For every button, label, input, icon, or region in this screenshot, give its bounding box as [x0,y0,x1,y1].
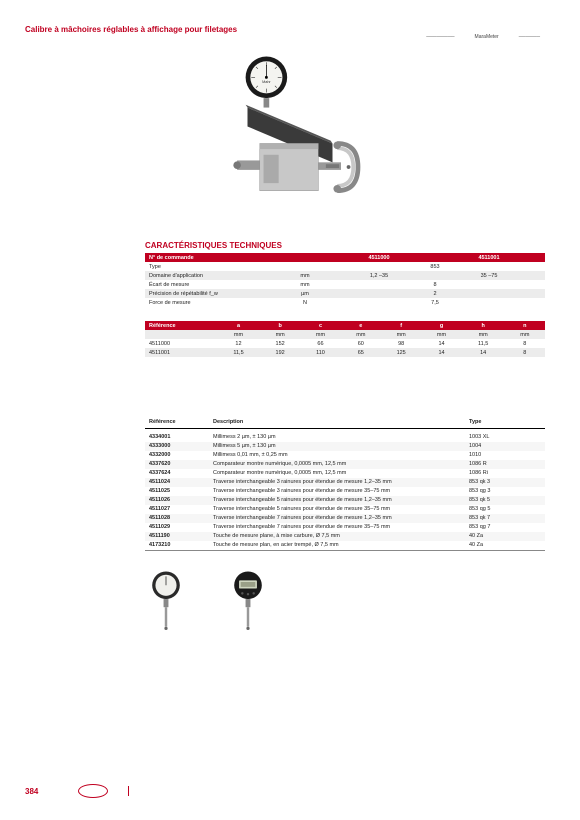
acc-row: 4511027Traverse interchangeable 5 rainur… [145,505,545,514]
dim-row: 451100111,51921106512514148 [145,348,545,357]
tech-section-title: CARACTÉRISTIQUES TECHNIQUES [145,241,555,250]
acc-row: 4333000Millimess 5 µm, ± 130 µm1004 [145,442,545,451]
dim-cell: 8 [505,339,545,348]
accessory-images [145,569,555,634]
dim-unit-cell: mm [260,330,300,339]
tech-table-header: N° de commande 4511000 4511001 [145,253,545,262]
acc-row: 4511025Traverse interchangeable 3 rainur… [145,487,545,496]
tech-row: Écart de mesuremm8 [145,280,545,289]
dim-cell: 14 [421,348,461,357]
tech-row: Précision de répétabilité f_wµm2 [145,289,545,298]
dim-th: a [217,321,260,330]
dim-cell: 14 [421,339,461,348]
header-meta-2: MaraMeter [475,34,499,40]
comparator-icon [145,569,187,634]
footer-divider [128,786,129,796]
dim-th: e [341,321,381,330]
dim-cell: 4511000 [145,339,217,348]
dim-cell: 8 [505,348,545,357]
th-c4: 4511001 [433,253,545,262]
dim-cell: 4511001 [145,348,217,357]
acc-row: 4511024Traverse interchangeable 3 rainur… [145,478,545,487]
acc-row: 4511026Traverse interchangeable 5 rainur… [145,496,545,505]
dim-table-header: Référenceabcefghn [145,321,545,330]
dim-th: h [462,321,505,330]
dim-cell: 125 [381,348,421,357]
dim-table: Référenceabcefghn mmmmmmmmmmmmmmmm 45110… [145,321,545,357]
dim-th: f [381,321,421,330]
mahr-logo-oval [78,784,108,798]
th-order: N° de commande [145,253,285,262]
header-meta: ──────── MaraMeter ────── [426,34,540,40]
dim-th: g [421,321,461,330]
acc-row: 4337620Comparateur montre numérique, 0,0… [145,460,545,469]
page-number: 384 [25,787,38,796]
dim-cell: 192 [260,348,300,357]
acc-row: 4511028Traverse interchangeable 7 rainur… [145,514,545,523]
dim-row: 4511000121526660981411,58 [145,339,545,348]
page-footer: 384 [25,784,555,798]
product-illustration: Mahr [25,49,555,221]
header-meta-3: ────── [519,34,540,40]
header-meta-1: ──────── [426,34,454,40]
acc-header: Référence Description Type [145,417,545,429]
dim-unit-row: mmmmmmmmmmmmmmmm [145,330,545,339]
dim-cell: 152 [260,339,300,348]
acc-th-ref: Référence [145,417,209,429]
acc-th-desc: Description [209,417,465,429]
dim-th: c [300,321,340,330]
dim-cell: 11,5 [462,339,505,348]
acc-row: 4332000Millimess 0,01 mm, ± 0,25 mm1010 [145,451,545,460]
dim-cell: 98 [381,339,421,348]
dim-cell: 14 [462,348,505,357]
svg-text:Mahr: Mahr [262,80,271,84]
dim-unit-cell: mm [300,330,340,339]
dim-unit-cell: mm [462,330,505,339]
acc-row: 4337624Comparateur montre numérique, 0,0… [145,469,545,478]
dim-unit-cell: mm [341,330,381,339]
dim-th: n [505,321,545,330]
th-unit [285,253,325,262]
dim-th: Référence [145,321,217,330]
acc-th-type: Type [465,417,545,429]
tech-row: Type853 [145,262,545,271]
dim-cell: 65 [341,348,381,357]
tech-table: N° de commande 4511000 4511001 Type853Do… [145,253,545,307]
acc-row: 4173210Touche de mesure plan, en acier t… [145,541,545,551]
acc-row: 4511029Traverse interchangeable 7 rainur… [145,523,545,532]
dim-th: b [260,321,300,330]
dim-unit-cell: mm [421,330,461,339]
dim-cell: 66 [300,339,340,348]
dim-unit-cell: mm [381,330,421,339]
dim-unit-cell [145,330,217,339]
page-title: Calibre à mâchoires réglables à affichag… [25,25,555,34]
accessories-table: Référence Description Type 4334001Millim… [145,417,545,551]
dim-cell: 11,5 [217,348,260,357]
dim-cell: 110 [300,348,340,357]
dim-unit-cell: mm [217,330,260,339]
tech-row: Force de mesureN7,5 [145,298,545,307]
dim-cell: 60 [341,339,381,348]
dim-unit-cell: mm [505,330,545,339]
dim-cell: 12 [217,339,260,348]
th-c3: 4511000 [325,253,433,262]
acc-row: 4334001Millimess 2 µm, ± 130 µm1003 XL [145,433,545,442]
acc-row: 4511190Touche de mesure plane, à mise ca… [145,532,545,541]
tech-row: Domaine d'applicationmm1,2 –3535 –75 [145,271,545,280]
digital-comparator-icon [227,569,269,634]
